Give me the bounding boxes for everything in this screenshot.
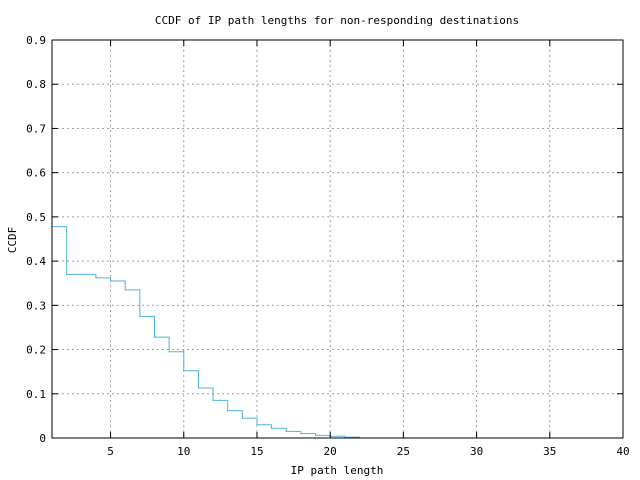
chart-title: CCDF of IP path lengths for non-respondi…: [155, 14, 519, 27]
data-point-14: [256, 424, 258, 426]
x-tick-label-1: 10: [177, 445, 190, 458]
y-tick-label-4: 0.4: [26, 255, 46, 268]
data-point-3: [95, 277, 97, 279]
y-tick-label-9: 0.9: [26, 34, 46, 47]
y-tick-label-3: 0.3: [26, 299, 46, 312]
data-point-17: [300, 432, 302, 435]
x-axis-label: IP path length: [291, 464, 384, 477]
grid-lines: [52, 40, 623, 438]
x-tick-label-6: 35: [543, 445, 556, 458]
data-point-11: [212, 399, 214, 402]
y-tick-label-2: 0.2: [26, 344, 46, 357]
data-point-7: [153, 336, 156, 338]
data-point-5: [124, 289, 126, 291]
data-point-9: [183, 370, 185, 372]
plot-frame: [51, 39, 624, 439]
y-tick-label-8: 0.8: [26, 78, 46, 91]
y-tick-labels: 0 0.1 0.2 0.3 0.4 0.5 0.6 0.7 0.8 0.9: [26, 34, 46, 445]
y-axis-label: CCDF: [6, 227, 19, 254]
data-point-16: [285, 430, 287, 432]
x-tick-labels: 5 10 15 20 25 30 35 40: [107, 445, 629, 458]
y-tick-label-7: 0.7: [26, 122, 46, 135]
y-tick-label-5: 0.5: [26, 211, 46, 224]
y-tick-label-0: 0: [39, 432, 46, 445]
x-tick-label-5: 30: [470, 445, 483, 458]
x-tick-label-0: 5: [107, 445, 114, 458]
x-tick-label-3: 20: [324, 445, 337, 458]
data-point-6: [139, 315, 141, 317]
data-point-4: [109, 280, 112, 282]
data-point-1: [66, 273, 68, 275]
data-point-8: [168, 351, 170, 353]
data-point-15: [271, 427, 273, 429]
data-point-10: [197, 387, 200, 389]
axis-ticks: [52, 39, 624, 439]
series-line-0: [52, 226, 360, 438]
data-point-20: [344, 436, 346, 438]
data-point-18: [314, 434, 317, 436]
y-tick-label-6: 0.6: [26, 167, 46, 180]
series-layer: [51, 226, 361, 439]
x-tick-label-2: 15: [250, 445, 263, 458]
x-tick-label-7: 40: [616, 445, 629, 458]
x-tick-label-4: 25: [397, 445, 410, 458]
data-point-13: [241, 417, 243, 419]
y-tick-label-1: 0.1: [26, 388, 46, 401]
data-point-12: [227, 409, 229, 412]
data-point-2: [80, 273, 82, 275]
